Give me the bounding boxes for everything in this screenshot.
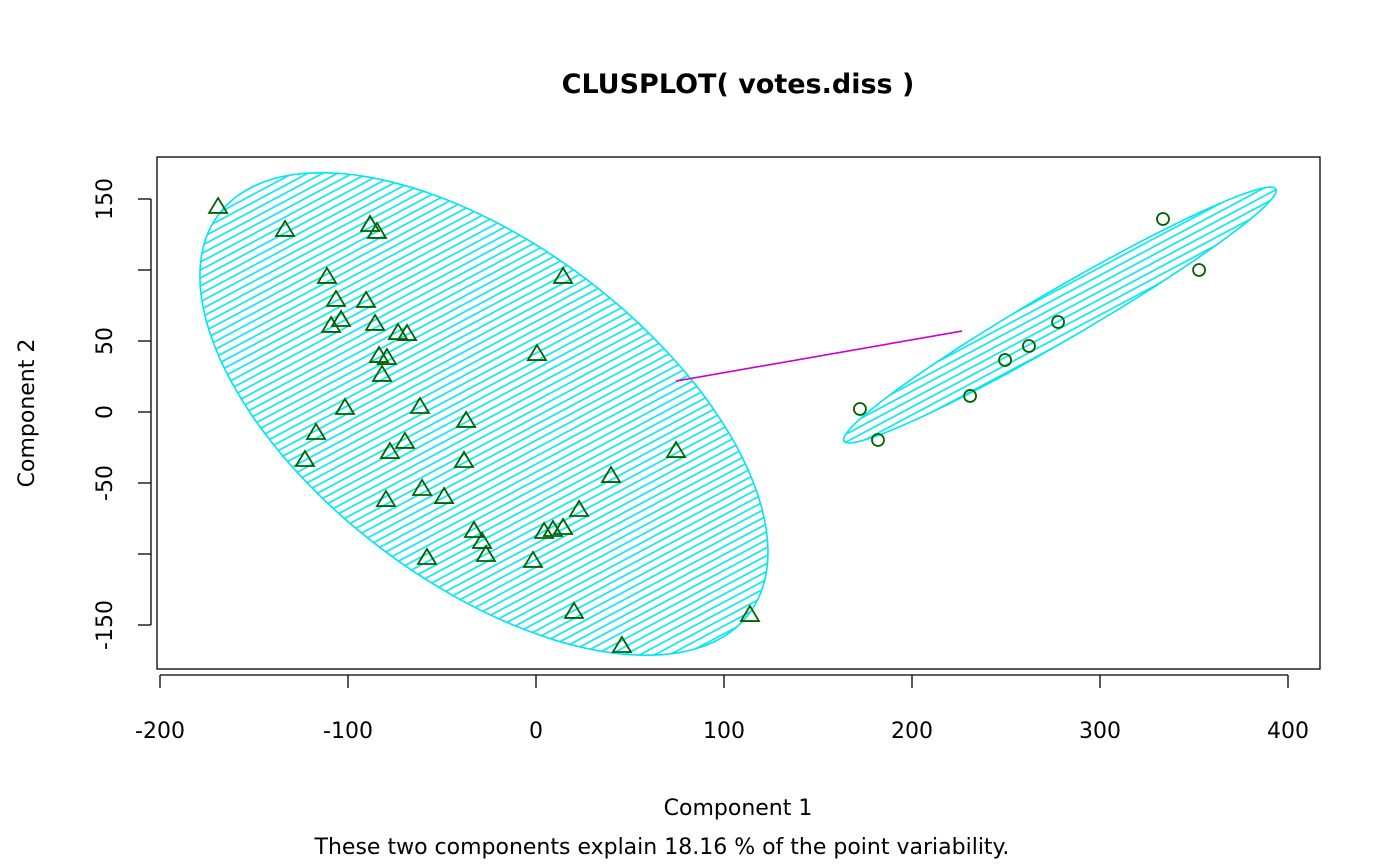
triangle-point [463, 520, 485, 538]
y-axis-label: Component 2 [15, 339, 40, 488]
circle-point [1022, 339, 1036, 353]
triangle-point [359, 214, 381, 232]
triangle-point [207, 196, 229, 214]
triangle-point [552, 266, 574, 284]
x-tick-label: 200 [891, 719, 933, 744]
plot-frame [156, 156, 1321, 670]
x-tick-label: 0 [529, 719, 543, 744]
circle-point [853, 402, 867, 416]
y-tick-label: 50 [93, 327, 118, 355]
y-tick-label: 150 [93, 178, 118, 220]
triangle-point [568, 499, 590, 517]
triangle-point [330, 309, 352, 327]
x-tick-label: 300 [1079, 719, 1121, 744]
triangle-point [274, 219, 296, 237]
triangle-point [475, 544, 497, 562]
triangle-point [453, 450, 475, 468]
triangle-point [355, 290, 377, 308]
cluster-connector-line [675, 330, 963, 382]
x-axis: -200 -100 0 100 200 300 400 [135, 674, 1309, 744]
triangle-point [371, 364, 393, 382]
triangle-point [316, 266, 338, 284]
triangle-point [375, 489, 397, 507]
triangle-point [526, 343, 548, 361]
cluster-ellipse-2 [842, 186, 1278, 444]
triangle-point [563, 601, 585, 619]
cluster-ellipse-1 [199, 171, 769, 657]
triangle-point [376, 347, 398, 365]
y-tick-label: -50 [93, 465, 118, 501]
circle-point [998, 353, 1012, 367]
triangle-point [533, 521, 555, 539]
x-tick-label: 100 [703, 719, 745, 744]
triangle-point [411, 478, 433, 496]
chart-subtitle: These two components explain 18.16 % of … [314, 835, 1010, 860]
triangle-point [611, 635, 633, 653]
triangle-point [739, 604, 761, 622]
triangle-point [396, 323, 418, 341]
triangle-point [433, 486, 455, 504]
circle-point [871, 433, 885, 447]
circle-point [1051, 315, 1065, 329]
triangle-point [294, 449, 316, 467]
y-tick-label: -150 [93, 600, 118, 650]
y-tick-label: 0 [93, 405, 118, 419]
triangle-point [416, 547, 438, 565]
triangle-point [364, 313, 386, 331]
triangle-point [334, 397, 356, 415]
triangle-point [600, 465, 622, 483]
triangle-point [552, 517, 574, 535]
x-axis-label: Component 1 [664, 796, 813, 821]
triangle-point [522, 550, 544, 568]
y-axis: -150 -50 0 50 150 [93, 178, 152, 650]
triangle-point [455, 410, 477, 428]
triangle-point [379, 441, 401, 459]
circle-point [963, 389, 977, 403]
circle-point [1156, 212, 1170, 226]
x-tick-label: 400 [1267, 719, 1309, 744]
triangle-point [394, 431, 416, 449]
triangle-point [305, 422, 327, 440]
triangle-point [325, 289, 347, 307]
triangle-point [366, 221, 388, 239]
x-tick-label: -100 [323, 719, 373, 744]
circle-point [1192, 263, 1206, 277]
chart-title: CLUSPLOT( votes.diss ) [562, 69, 915, 100]
triangle-point [471, 531, 493, 549]
x-tick-label: -200 [135, 719, 185, 744]
triangle-point [665, 440, 687, 458]
triangle-point [409, 396, 431, 414]
triangle-point [320, 315, 342, 333]
